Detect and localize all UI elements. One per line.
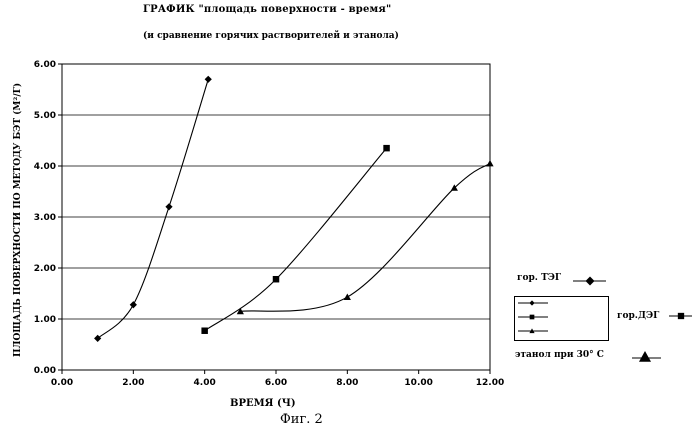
legend-marker-ethanol (639, 351, 651, 362)
y-tick-label: 0.00 (34, 366, 56, 376)
y-tick-label: 1.00 (34, 315, 56, 325)
x-tick-label: 8.00 (336, 378, 358, 388)
legend-label-ethanol: этанол при 30° С (515, 350, 604, 360)
y-tick-label: 2.00 (34, 264, 56, 274)
legend-label-deg: гор.ДЭГ (617, 311, 659, 321)
data-point-deg (201, 327, 207, 333)
x-tick-label: 0.00 (51, 378, 73, 388)
y-tick-label: 6.00 (34, 60, 56, 70)
x-tick-label: 2.00 (122, 378, 144, 388)
x-tick-label: 4.00 (194, 378, 216, 388)
data-point-teg (205, 76, 212, 83)
data-point-deg (383, 145, 389, 151)
legend-marker-deg (678, 313, 684, 319)
data-point-teg (130, 301, 137, 308)
series-line-deg (205, 148, 387, 331)
data-point-deg (273, 276, 279, 282)
x-tick-label: 6.00 (265, 378, 287, 388)
data-point-ethanol (344, 293, 351, 299)
data-point-teg (165, 203, 172, 210)
legend-label-teg: гор. ТЭГ (517, 273, 561, 283)
x-tick-label: 12.00 (476, 378, 504, 388)
y-tick-label: 5.00 (34, 111, 56, 121)
y-tick-label: 3.00 (34, 213, 56, 223)
series-line-ethanol (240, 163, 490, 311)
y-tick-label: 4.00 (34, 162, 56, 172)
legend-marker-teg (586, 277, 595, 286)
x-tick-label: 10.00 (404, 378, 432, 388)
legend-box (514, 296, 609, 341)
data-point-ethanol (486, 160, 493, 166)
series-line-teg (98, 79, 209, 338)
